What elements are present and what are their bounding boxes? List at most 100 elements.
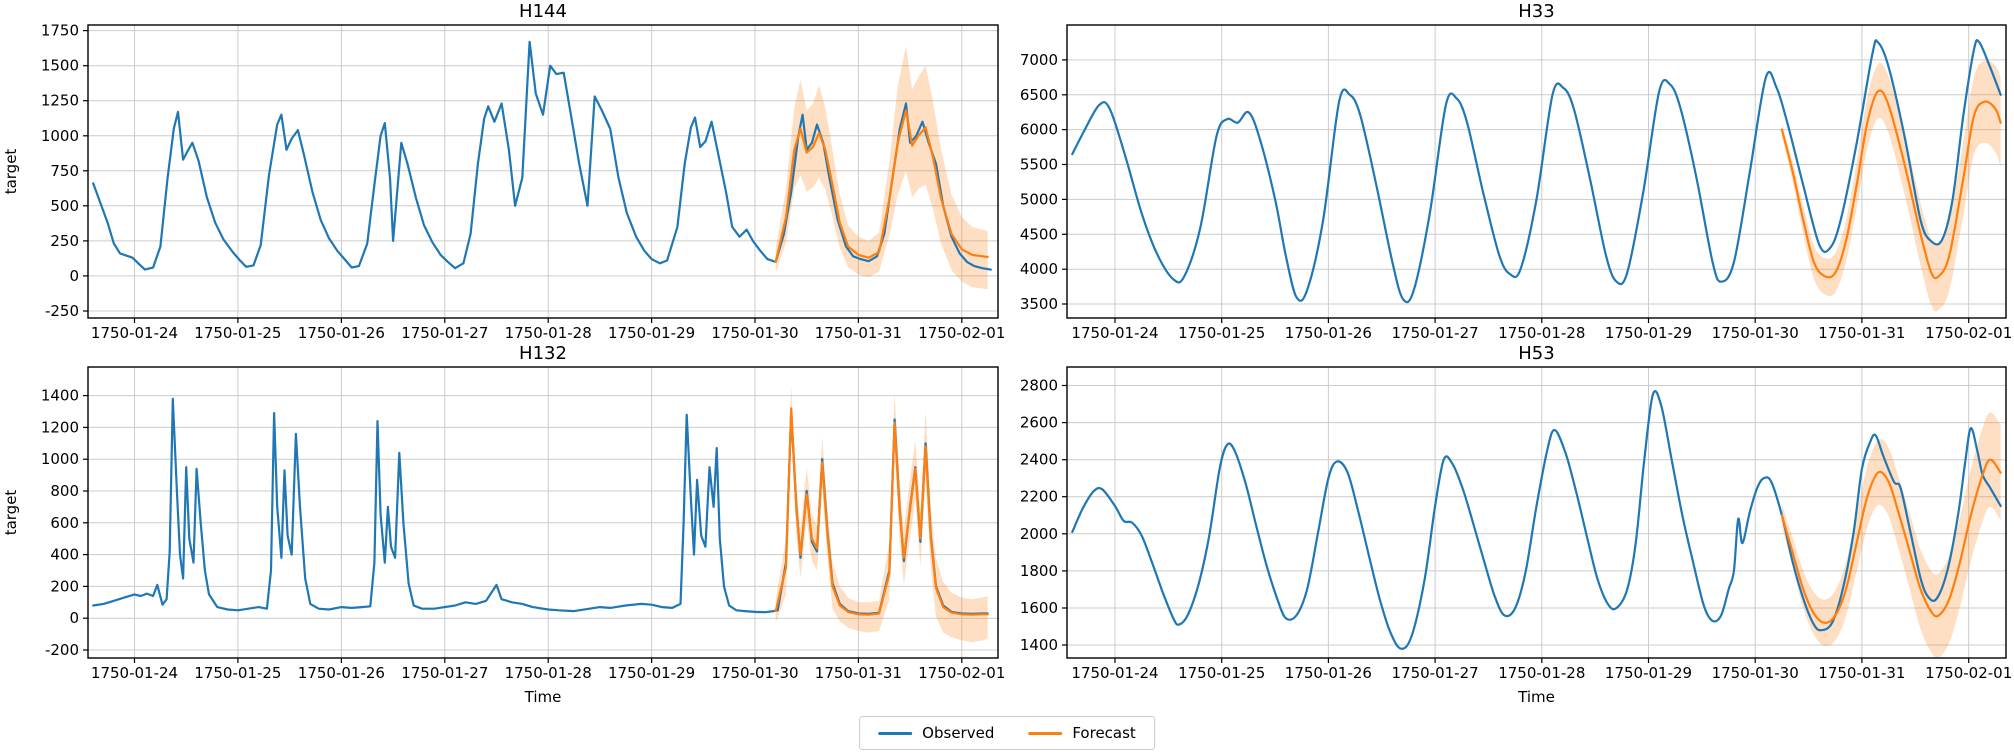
- svg-text:-200: -200: [45, 641, 79, 659]
- subplot-h132: 1750-01-24 1750-01-25 1750-01-26 1750-01-27…: [0, 343, 1007, 714]
- svg-text:1750-01-28: 1750-01-28: [1498, 664, 1585, 682]
- svg-text:1500: 1500: [41, 57, 79, 75]
- svg-text:1750-01-24: 1750-01-24: [91, 324, 178, 342]
- forecast-line: [1780, 89, 2002, 280]
- svg-text:2000: 2000: [1020, 525, 1058, 543]
- svg-text:1750-01-30: 1750-01-30: [711, 324, 798, 342]
- svg-text:1000: 1000: [41, 450, 79, 468]
- svg-text:2400: 2400: [1020, 451, 1058, 469]
- svg-text:250: 250: [50, 232, 79, 250]
- svg-text:0: 0: [69, 609, 79, 627]
- legend-item-forecast: Forecast: [1028, 724, 1136, 742]
- svg-text:1750-01-25: 1750-01-25: [1178, 324, 1265, 342]
- svg-text:1750-01-25: 1750-01-25: [194, 664, 281, 682]
- svg-text:1750-01-31: 1750-01-31: [815, 324, 902, 342]
- svg-text:1750-01-25: 1750-01-25: [194, 324, 281, 342]
- svg-text:1250: 1250: [41, 92, 79, 110]
- forecast-line: [774, 109, 989, 263]
- subplot-h144: 1750-01-24 1750-01-25 1750-01-26 1750-01-27…: [0, 0, 1007, 349]
- svg-text:1750-01-27: 1750-01-27: [401, 324, 488, 342]
- observed-line: [1071, 390, 2002, 650]
- forecast-interval-band: [775, 46, 988, 290]
- svg-text:1750-01-28: 1750-01-28: [505, 664, 592, 682]
- y-axis-label: target: [2, 490, 20, 536]
- svg-text:1400: 1400: [41, 387, 79, 405]
- chart-canvas-h53: 1750-01-24 1750-01-25 1750-01-26 1750-01-27…: [1020, 343, 2012, 706]
- svg-text:1750-01-26: 1750-01-26: [298, 664, 385, 682]
- svg-text:2800: 2800: [1020, 377, 1058, 395]
- legend-item-observed: Observed: [878, 724, 994, 742]
- subplot-h33: 1750-01-24 1750-01-25 1750-01-26 1750-01-27…: [1007, 0, 2014, 349]
- svg-text:1750-01-29: 1750-01-29: [1605, 324, 1692, 342]
- svg-text:1750-01-29: 1750-01-29: [608, 324, 695, 342]
- svg-text:1600: 1600: [1020, 599, 1058, 617]
- svg-text:1750-01-31: 1750-01-31: [815, 664, 902, 682]
- svg-text:600: 600: [50, 514, 79, 532]
- svg-text:200: 200: [50, 577, 79, 595]
- forecast-line: [774, 407, 989, 616]
- svg-text:1750-01-30: 1750-01-30: [711, 664, 798, 682]
- y-axis-label: target: [2, 149, 20, 195]
- legend-label-observed: Observed: [922, 724, 995, 742]
- chart-title: H53: [1518, 345, 1554, 364]
- svg-text:1750-01-26: 1750-01-26: [298, 324, 385, 342]
- svg-text:1750: 1750: [41, 22, 79, 40]
- svg-text:1750-01-27: 1750-01-27: [401, 664, 488, 682]
- svg-text:4000: 4000: [1020, 260, 1058, 278]
- chart-canvas-h33: 1750-01-24 1750-01-25 1750-01-26 1750-01-27…: [1020, 1, 2012, 342]
- svg-text:1000: 1000: [41, 127, 79, 145]
- gridlines: [88, 25, 998, 318]
- forecast-interval-band: [1781, 60, 2001, 312]
- svg-text:7000: 7000: [1020, 51, 1058, 69]
- svg-text:1750-01-28: 1750-01-28: [1498, 324, 1585, 342]
- svg-text:1750-02-01: 1750-02-01: [918, 324, 1005, 342]
- svg-text:5500: 5500: [1020, 156, 1058, 174]
- svg-text:1750-02-01: 1750-02-01: [1925, 664, 2012, 682]
- tick-labels: 1750-01-24 1750-01-25 1750-01-26 1750-01-27…: [41, 22, 1006, 342]
- svg-text:1200: 1200: [41, 418, 79, 436]
- svg-text:3500: 3500: [1020, 295, 1058, 313]
- x-axis-label: Time: [1517, 688, 1555, 706]
- svg-text:1750-01-28: 1750-01-28: [505, 324, 592, 342]
- forecast-line: [1780, 458, 2002, 624]
- chart-title: H132: [519, 345, 567, 364]
- svg-text:1750-01-24: 1750-01-24: [1071, 324, 1158, 342]
- svg-text:500: 500: [50, 197, 79, 215]
- chart-canvas-h132: 1750-01-24 1750-01-25 1750-01-26 1750-01-27…: [2, 343, 1006, 706]
- svg-text:750: 750: [50, 162, 79, 180]
- forecast-line-swatch: [1028, 731, 1063, 735]
- subplot-h53: 1750-01-24 1750-01-25 1750-01-26 1750-01-27…: [1007, 343, 2014, 714]
- svg-text:-250: -250: [45, 302, 79, 320]
- tick-labels: 1750-01-24 1750-01-25 1750-01-26 1750-01-27…: [41, 387, 1006, 682]
- svg-text:6000: 6000: [1020, 121, 1058, 139]
- tick-labels: 1750-01-24 1750-01-25 1750-01-26 1750-01-27…: [1020, 51, 2012, 342]
- chart-canvas-h144: 1750-01-24 1750-01-25 1750-01-26 1750-01-27…: [2, 1, 1006, 342]
- chart-title: H144: [519, 1, 567, 22]
- legend: Observed Forecast: [859, 716, 1155, 750]
- svg-text:0: 0: [69, 267, 79, 285]
- svg-text:1750-01-29: 1750-01-29: [608, 664, 695, 682]
- svg-text:800: 800: [50, 482, 79, 500]
- svg-text:2600: 2600: [1020, 414, 1058, 432]
- svg-text:1750-01-26: 1750-01-26: [1285, 664, 1372, 682]
- chart-title: H33: [1518, 1, 1554, 22]
- observed-line-swatch: [878, 731, 913, 735]
- svg-text:1800: 1800: [1020, 562, 1058, 580]
- forecast-interval-band: [1781, 412, 2001, 658]
- observed-line: [92, 397, 989, 615]
- svg-text:1750-01-30: 1750-01-30: [1712, 664, 1799, 682]
- gridlines: [88, 367, 998, 658]
- tick-labels: 1750-01-24 1750-01-25 1750-01-26 1750-01-27…: [1020, 377, 2012, 683]
- svg-text:1750-01-27: 1750-01-27: [1392, 324, 1479, 342]
- svg-text:1750-01-24: 1750-01-24: [91, 664, 178, 682]
- svg-text:1750-01-29: 1750-01-29: [1605, 664, 1692, 682]
- svg-text:5000: 5000: [1020, 190, 1058, 208]
- svg-text:1750-01-24: 1750-01-24: [1071, 664, 1158, 682]
- svg-text:1400: 1400: [1020, 636, 1058, 654]
- legend-label-forecast: Forecast: [1072, 724, 1136, 742]
- svg-text:1750-02-01: 1750-02-01: [1925, 324, 2012, 342]
- svg-text:4500: 4500: [1020, 225, 1058, 243]
- observed-line: [92, 40, 992, 271]
- gridlines: [1067, 367, 2006, 658]
